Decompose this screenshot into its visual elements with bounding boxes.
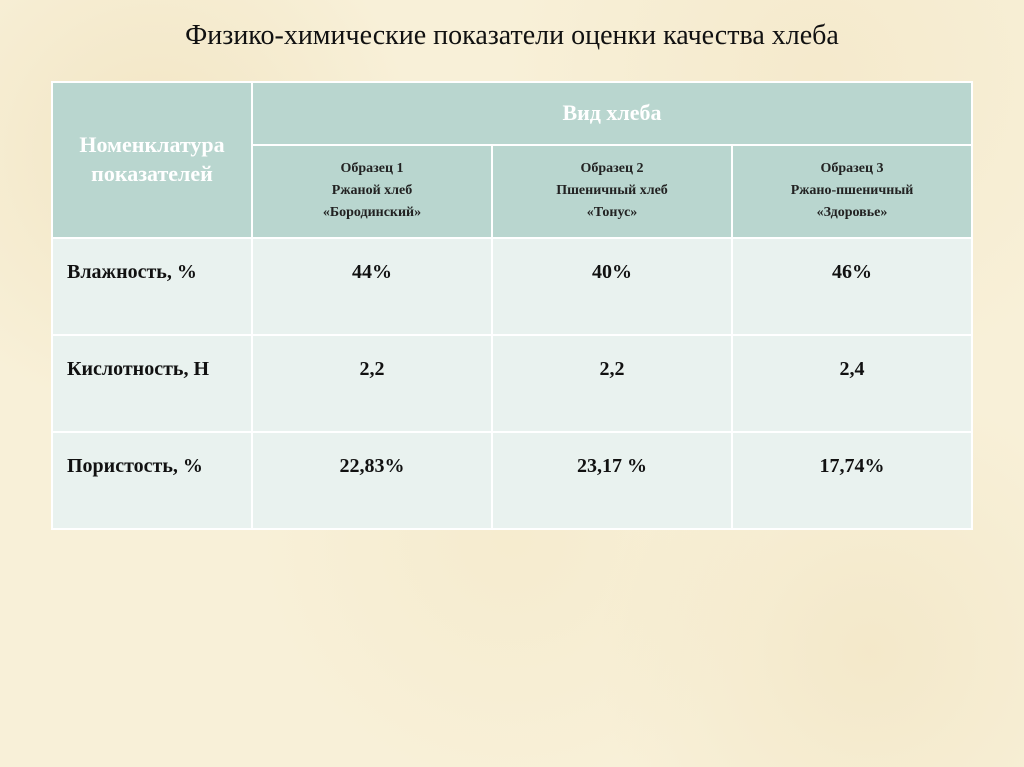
row-2-val-3: 2,4: [732, 335, 972, 432]
sample-header-1: Образец 1 Ржаной хлеб «Бородинский»: [252, 145, 492, 238]
row-1-val-1: 44%: [252, 238, 492, 335]
row-1-label: Влажность, %: [52, 238, 252, 335]
sample-3-line-3: «Здоровье»: [739, 202, 965, 224]
row-2-val-1: 2,2: [252, 335, 492, 432]
sample-2-line-1: Образец 2: [499, 158, 725, 180]
table-row: Пористость, % 22,83% 23,17 % 17,74%: [52, 432, 972, 529]
table-row: Влажность, % 44% 40% 46%: [52, 238, 972, 335]
corner-header: Номенклатура показателей: [52, 82, 252, 238]
indicators-table: Номенклатура показателей Вид хлеба Образ…: [51, 81, 973, 530]
row-1-val-3: 46%: [732, 238, 972, 335]
row-3-val-2: 23,17 %: [492, 432, 732, 529]
sample-header-3: Образец 3 Ржано-пшеничный «Здоровье»: [732, 145, 972, 238]
sample-1-line-3: «Бородинский»: [259, 202, 485, 224]
sample-2-line-2: Пшеничный хлеб: [499, 180, 725, 202]
sample-1-line-2: Ржаной хлеб: [259, 180, 485, 202]
table-header-row-1: Номенклатура показателей Вид хлеба: [52, 82, 972, 145]
sample-1-line-1: Образец 1: [259, 158, 485, 180]
page-title: Физико-химические показатели оценки каче…: [60, 18, 964, 53]
sample-header-2: Образец 2 Пшеничный хлеб «Тонус»: [492, 145, 732, 238]
sample-2-line-3: «Тонус»: [499, 202, 725, 224]
super-header: Вид хлеба: [252, 82, 972, 145]
slide: Физико-химические показатели оценки каче…: [0, 0, 1024, 767]
row-3-val-3: 17,74%: [732, 432, 972, 529]
sample-3-line-2: Ржано-пшеничный: [739, 180, 965, 202]
row-2-val-2: 2,2: [492, 335, 732, 432]
row-2-label: Кислотность, Н: [52, 335, 252, 432]
sample-3-line-1: Образец 3: [739, 158, 965, 180]
row-3-val-1: 22,83%: [252, 432, 492, 529]
row-1-val-2: 40%: [492, 238, 732, 335]
table-row: Кислотность, Н 2,2 2,2 2,4: [52, 335, 972, 432]
row-3-label: Пористость, %: [52, 432, 252, 529]
